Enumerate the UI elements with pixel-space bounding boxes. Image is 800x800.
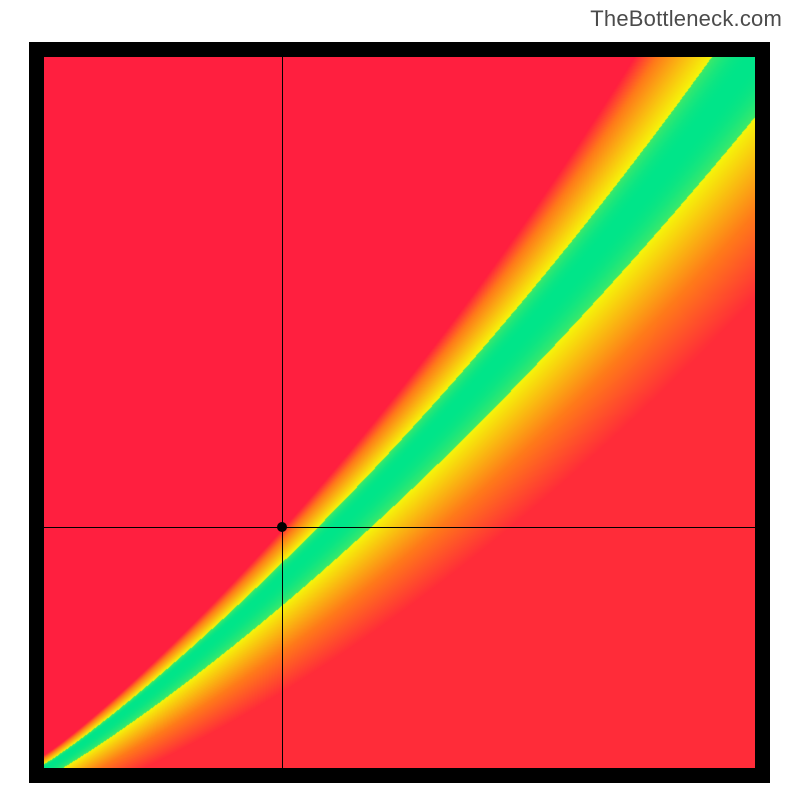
- watermark-text: TheBottleneck.com: [590, 6, 782, 32]
- heatmap-canvas: [44, 57, 755, 768]
- chart-container: TheBottleneck.com: [0, 0, 800, 800]
- crosshair-horizontal: [44, 527, 755, 528]
- crosshair-vertical: [282, 57, 283, 768]
- plot-inner: [44, 57, 755, 768]
- crosshair-dot: [277, 522, 287, 532]
- plot-frame: [29, 42, 770, 783]
